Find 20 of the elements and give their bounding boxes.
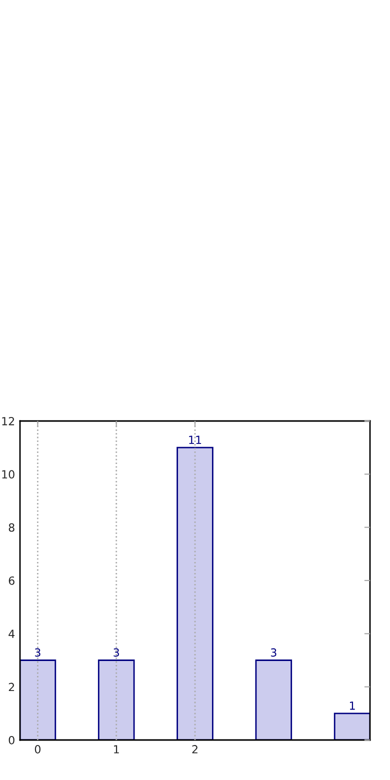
y-tick-label: 8 [8, 523, 14, 532]
y-tick-label: 6 [8, 576, 14, 585]
data-label: 3 [35, 648, 40, 657]
data-label: 11 [189, 436, 202, 444]
data-label: 3 [270, 648, 276, 657]
bar [334, 712, 370, 740]
y-tick-label: 10 [2, 470, 14, 479]
y-tick-label: 12 [2, 416, 14, 426]
x-tick-label: 1 [114, 745, 119, 754]
x-tick-label: 0 [34, 745, 40, 754]
bar [255, 660, 292, 740]
data-label: 1 [350, 702, 355, 710]
bar [176, 446, 214, 740]
bar [98, 660, 135, 740]
y-tick-label: 2 [8, 682, 14, 692]
y-tick-label: 0 [8, 736, 14, 744]
data-label: 3 [114, 648, 119, 657]
x-tick-label: 2 [192, 745, 198, 754]
y-tick-label: 4 [8, 630, 15, 638]
bar [20, 660, 56, 740]
